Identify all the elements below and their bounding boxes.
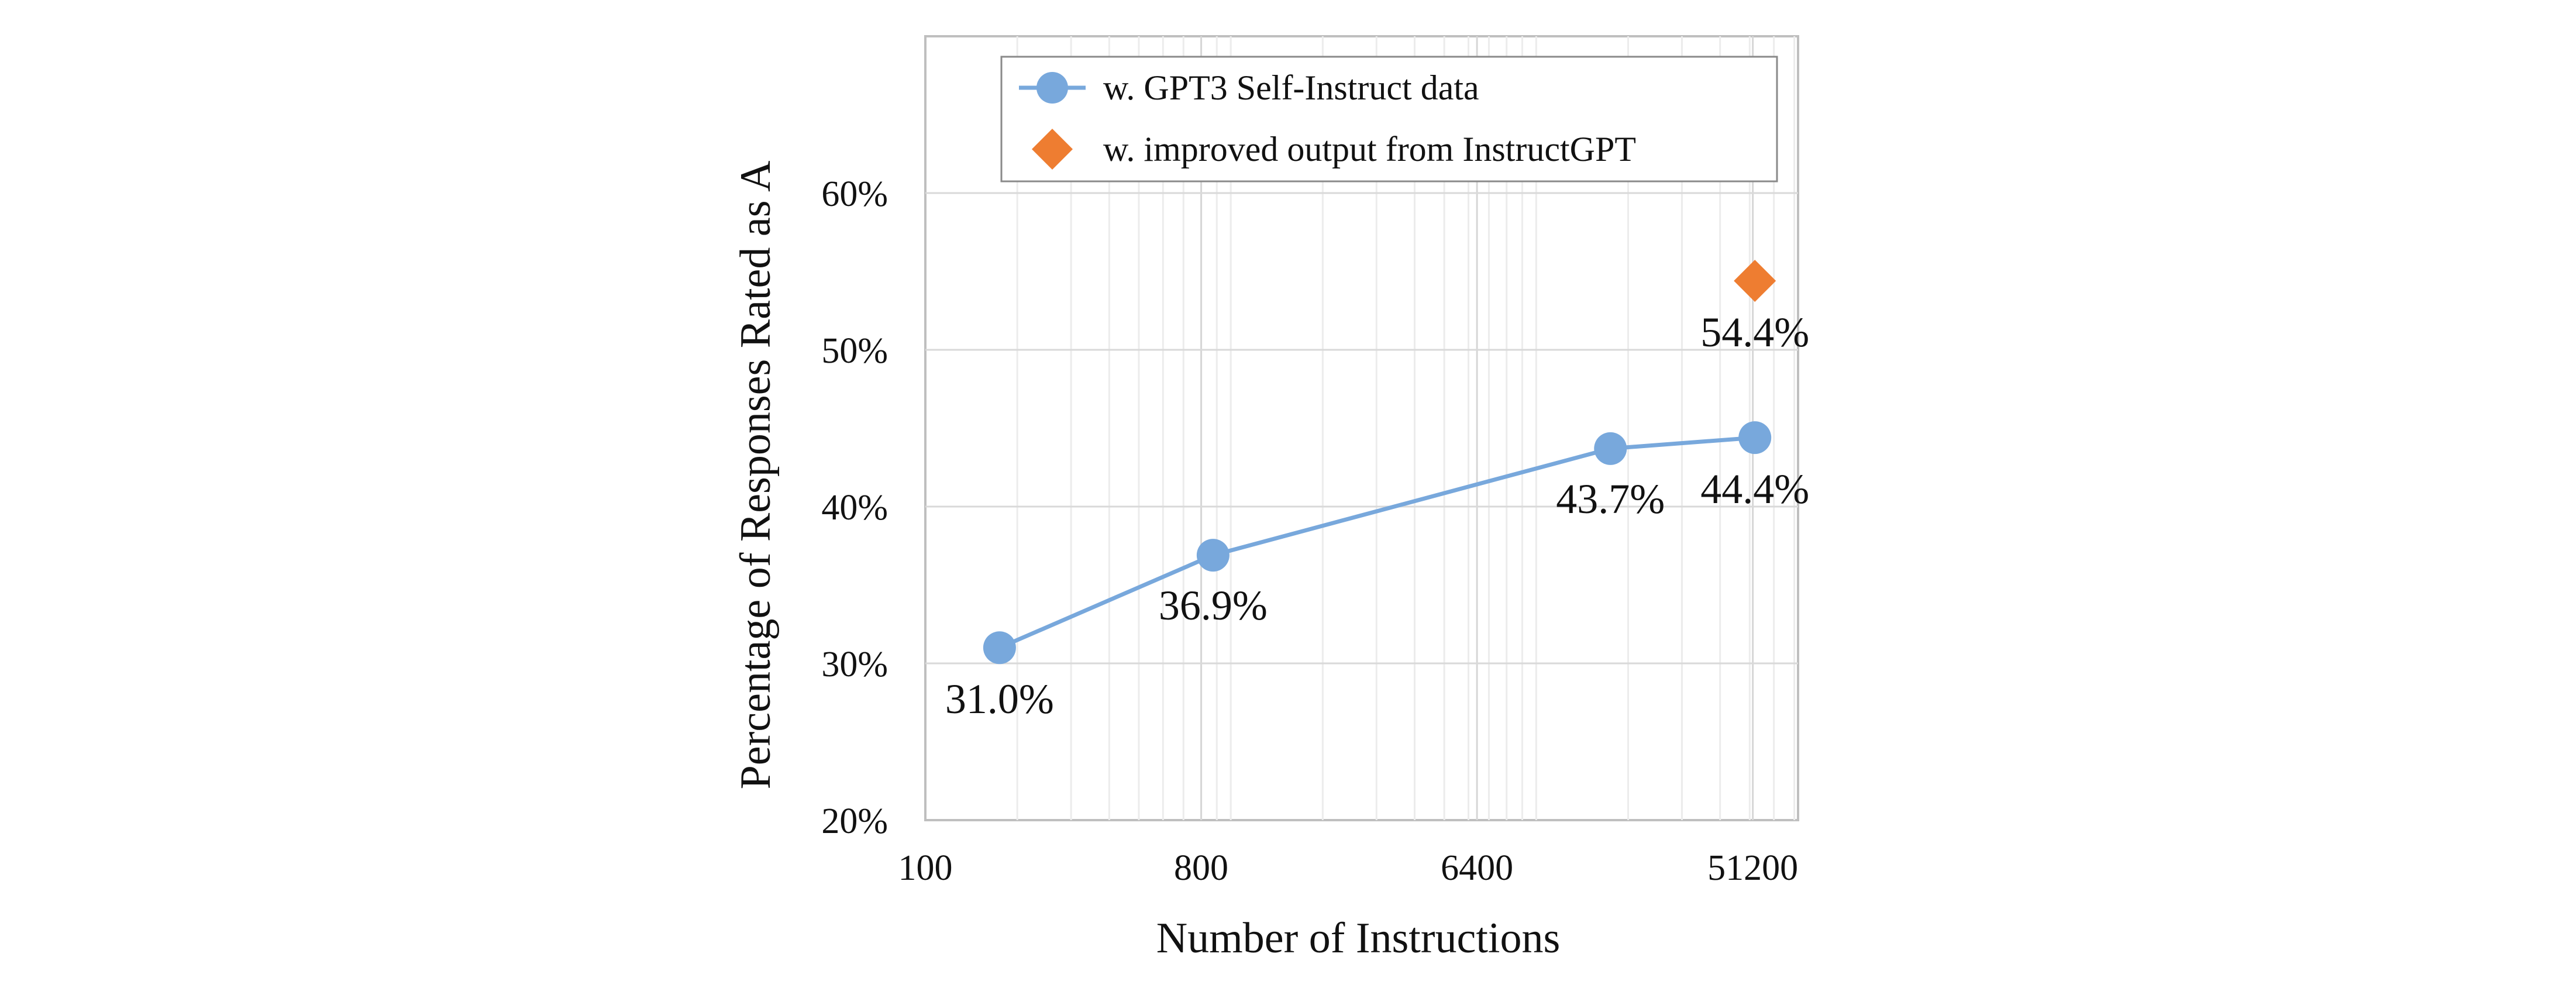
legend: w. GPT3 Self-Instruct data w. improved o… xyxy=(1000,56,1778,183)
data-labels: 31.0% 36.9% 43.7% 44.4% 54.4% xyxy=(945,309,1809,722)
tick-labels: 100 800 6400 51200 20% 30% 40% 50% 60% xyxy=(821,174,1798,888)
x-tick-label: 800 xyxy=(1174,848,1228,888)
y-tick-label: 20% xyxy=(821,801,888,841)
legend-box xyxy=(1000,56,1778,183)
data-point-gpt3 xyxy=(1196,539,1230,572)
x-axis-title: Number of Instructions xyxy=(1156,914,1561,962)
data-point-gpt3 xyxy=(1738,421,1772,455)
data-label-gpt3: 44.4% xyxy=(1700,466,1809,512)
legend-label-gpt3: w. GPT3 Self-Instruct data xyxy=(1103,68,1479,107)
legend-label-instructgpt: w. improved output from InstructGPT xyxy=(1103,130,1636,168)
y-tick-label: 60% xyxy=(821,174,888,214)
x-tick-label: 6400 xyxy=(1441,848,1513,888)
legend-marker-instructgpt xyxy=(1032,129,1073,170)
y-tick-label: 50% xyxy=(821,331,888,371)
x-tick-label: 51200 xyxy=(1707,848,1798,888)
legend-marker-gpt3 xyxy=(1036,72,1068,104)
y-tick-label: 40% xyxy=(821,488,888,528)
y-tick-label: 30% xyxy=(821,645,888,684)
data-label-gpt3: 31.0% xyxy=(945,676,1054,722)
data-point-gpt3 xyxy=(1594,432,1627,465)
series-line-gpt3 xyxy=(998,435,1755,650)
series-layer xyxy=(983,260,1776,665)
data-label-gpt3: 36.9% xyxy=(1159,582,1268,629)
data-point-gpt3 xyxy=(983,631,1016,665)
data-point-instructgpt xyxy=(1734,260,1776,302)
data-label-instructgpt: 54.4% xyxy=(1700,309,1809,356)
data-label-gpt3: 43.7% xyxy=(1556,476,1665,522)
x-tick-label: 100 xyxy=(898,848,953,888)
y-axis-title: Percentage of Responses Rated as A xyxy=(732,161,780,790)
